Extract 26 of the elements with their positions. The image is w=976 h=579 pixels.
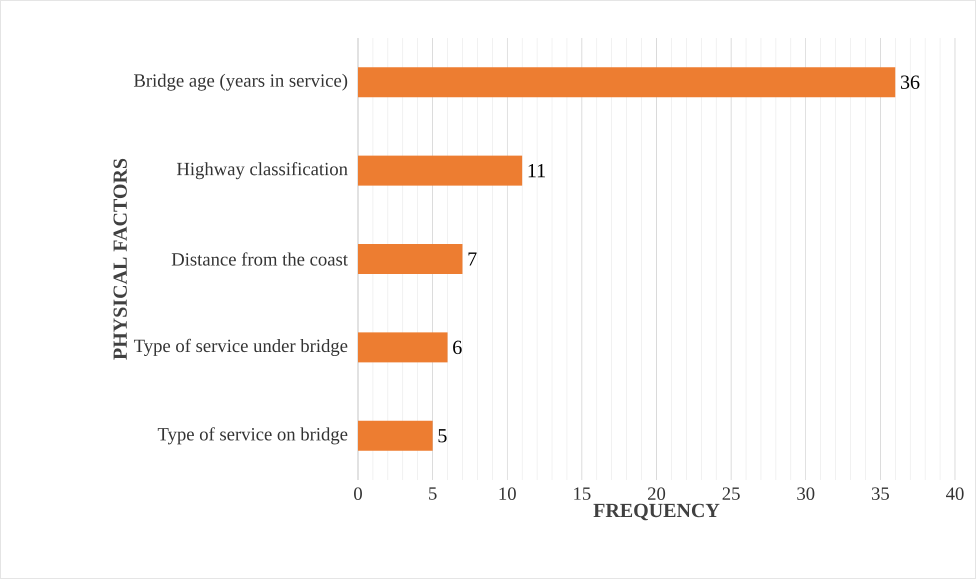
x-tick-label: 20: [648, 487, 666, 500]
x-tick-label: 40: [946, 487, 964, 500]
y-tick-label: Bridge age (years in service): [134, 74, 348, 91]
y-tick-label: Type of service under bridge: [134, 338, 348, 356]
x-tick-label: 25: [722, 487, 740, 500]
y-tick-label: Distance from the coast: [172, 252, 348, 266]
x-tick-label: 10: [500, 487, 516, 500]
bar: [358, 244, 462, 274]
x-tick-label: 35: [872, 487, 889, 500]
bar: [358, 156, 522, 186]
data-label: 11: [528, 164, 545, 178]
x-tick-label: 30: [797, 487, 814, 500]
x-axis-title: FREQUENCY: [593, 504, 720, 520]
x-tick-label: 5: [429, 487, 437, 500]
data-label: 5: [438, 429, 447, 442]
data-label: 7: [468, 252, 477, 266]
x-tick-label: 0: [354, 487, 362, 500]
y-tick-label: Highway classification: [176, 162, 348, 180]
x-tick-label: 15: [574, 487, 590, 500]
bar: [358, 420, 433, 451]
data-label: 36: [900, 75, 920, 89]
data-label: 6: [453, 340, 462, 354]
y-tick-label: Type of service on bridge: [158, 427, 348, 444]
bar: [358, 67, 896, 98]
y-axis-title: PHYSICAL FACTORS: [113, 158, 127, 360]
bar: [358, 332, 448, 362]
